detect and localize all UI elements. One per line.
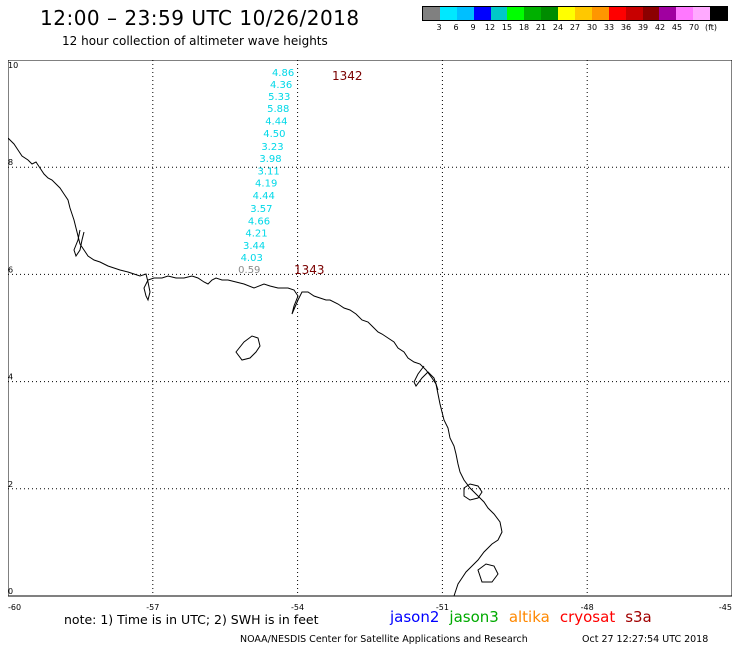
color-scale-labels: 3 6 9 12 15 18 21 24 27 30 33 36 39 42 45 70 (ft) bbox=[422, 23, 728, 35]
x-tick-label: -57 bbox=[146, 603, 159, 612]
wave-height-reading: 4.66 bbox=[248, 216, 270, 227]
color-swatch bbox=[558, 7, 576, 20]
wave-height-reading: 4.50 bbox=[263, 129, 285, 140]
color-scale-label: 3 bbox=[436, 23, 442, 32]
wave-height-reading: 4.21 bbox=[245, 229, 267, 240]
page-subtitle: 12 hour collection of altimeter wave hei… bbox=[62, 34, 328, 48]
plot-frame bbox=[8, 60, 732, 597]
wave-height-reading: 4.44 bbox=[265, 117, 287, 128]
satellite-legend-item: s3a bbox=[625, 608, 652, 626]
footer-organization: NOAA/NESDIS Center for Satellite Applica… bbox=[240, 634, 528, 645]
color-swatch bbox=[473, 7, 491, 20]
color-scale-label: 6 bbox=[453, 23, 459, 32]
x-tick-label: -51 bbox=[436, 603, 449, 612]
color-swatch bbox=[693, 7, 711, 20]
altimeter-track: 1342 1343 4.864.365.335.884.444.503.233.… bbox=[238, 68, 362, 277]
x-tick-label: -45 bbox=[719, 603, 732, 612]
color-scale-label: 42 bbox=[654, 23, 666, 32]
satellite-legend-item: altika bbox=[508, 608, 550, 626]
color-scale-swatches bbox=[422, 6, 728, 21]
color-swatch bbox=[659, 7, 677, 20]
satellite-legend-item: jason2 bbox=[390, 608, 440, 626]
island-inland-lake bbox=[235, 335, 261, 361]
wave-height-reading: 4.86 bbox=[272, 68, 294, 79]
color-scale-label: 30 bbox=[586, 23, 598, 32]
color-scale-label: 39 bbox=[637, 23, 649, 32]
coastline-delta bbox=[413, 365, 439, 391]
wave-height-reading: 3.98 bbox=[259, 154, 281, 165]
color-scale-label: 24 bbox=[552, 23, 564, 32]
color-scale-label: (ft) bbox=[704, 23, 718, 32]
coastline bbox=[8, 137, 503, 597]
color-swatch bbox=[676, 7, 694, 20]
wave-height-reading: 3.44 bbox=[243, 241, 265, 252]
wave-height-reading: 3.57 bbox=[250, 204, 272, 215]
color-scale-label: 12 bbox=[484, 23, 496, 32]
color-scale-label: 9 bbox=[470, 23, 476, 32]
color-scale-label: 45 bbox=[671, 23, 683, 32]
wave-height-reading: 4.44 bbox=[253, 191, 275, 202]
color-swatch bbox=[710, 7, 728, 20]
color-swatch bbox=[591, 7, 609, 20]
color-swatch bbox=[524, 7, 542, 20]
pass-number-bottom: 1343 bbox=[294, 263, 325, 277]
color-swatch bbox=[456, 7, 474, 20]
y-tick-label: 2 bbox=[8, 480, 13, 489]
color-swatch bbox=[575, 7, 592, 20]
color-scale-label: 18 bbox=[518, 23, 530, 32]
y-tick-label: 0 bbox=[8, 587, 13, 596]
color-swatch bbox=[490, 7, 508, 20]
wave-height-reading: 3.23 bbox=[261, 142, 283, 153]
page-title: 12:00 – 23:59 UTC 10/26/2018 bbox=[40, 6, 360, 30]
color-scale-label: 15 bbox=[501, 23, 513, 32]
wave-height-reading: 4.03 bbox=[241, 253, 263, 264]
y-tick-label: 6 bbox=[8, 265, 13, 274]
satellite-legend-item: jason3 bbox=[449, 608, 499, 626]
y-tick-label: 10 bbox=[8, 61, 18, 70]
color-scale-label: 70 bbox=[688, 23, 700, 32]
altimeter-map: 1342 1343 4.864.365.335.884.444.503.233.… bbox=[8, 60, 732, 612]
color-swatch bbox=[642, 7, 660, 20]
satellite-legend: jason2 jason3 altika cryosat s3a bbox=[390, 608, 662, 626]
wave-height-reading: 5.88 bbox=[267, 104, 289, 115]
x-tick-label: -60 bbox=[8, 603, 21, 612]
footer-timestamp: Oct 27 12:27:54 UTC 2018 bbox=[582, 634, 709, 645]
coastline-inlet-west bbox=[73, 229, 85, 258]
color-swatch bbox=[541, 7, 559, 20]
color-scale-label: 33 bbox=[603, 23, 615, 32]
wave-height-color-scale: 3 6 9 12 15 18 21 24 27 30 33 36 39 42 45 70 (ft) bbox=[422, 6, 728, 35]
color-scale-label: 27 bbox=[569, 23, 581, 32]
color-swatch bbox=[439, 7, 457, 20]
wave-height-reading: 4.36 bbox=[270, 80, 292, 91]
wave-height-reading: 3.11 bbox=[257, 166, 279, 177]
footer-note: note: 1) Time is in UTC; 2) SWH is in fe… bbox=[64, 612, 319, 627]
pass-number-top: 1342 bbox=[332, 69, 363, 83]
wave-height-reading: 5.33 bbox=[268, 92, 290, 103]
color-swatch bbox=[608, 7, 626, 20]
island-amazon-mouth bbox=[477, 563, 499, 583]
x-tick-label: -54 bbox=[291, 603, 304, 612]
axis-tick-labels: -60 -57 -54 -51 -48 -45 0 2 4 6 8 10 bbox=[8, 61, 732, 612]
x-tick-label: -48 bbox=[581, 603, 594, 612]
color-scale-label: 21 bbox=[535, 23, 547, 32]
satellite-legend-item: cryosat bbox=[559, 608, 616, 626]
color-swatch bbox=[507, 7, 525, 20]
y-tick-label: 8 bbox=[8, 158, 13, 167]
lat-lon-grid bbox=[8, 60, 732, 596]
color-swatch bbox=[625, 7, 643, 20]
island-marajo bbox=[463, 483, 483, 501]
wave-height-reading: 0.59 bbox=[238, 265, 260, 276]
color-scale-label: 36 bbox=[620, 23, 632, 32]
y-tick-label: 4 bbox=[8, 373, 13, 382]
color-swatch bbox=[423, 7, 440, 20]
wave-height-reading: 4.19 bbox=[255, 179, 277, 190]
